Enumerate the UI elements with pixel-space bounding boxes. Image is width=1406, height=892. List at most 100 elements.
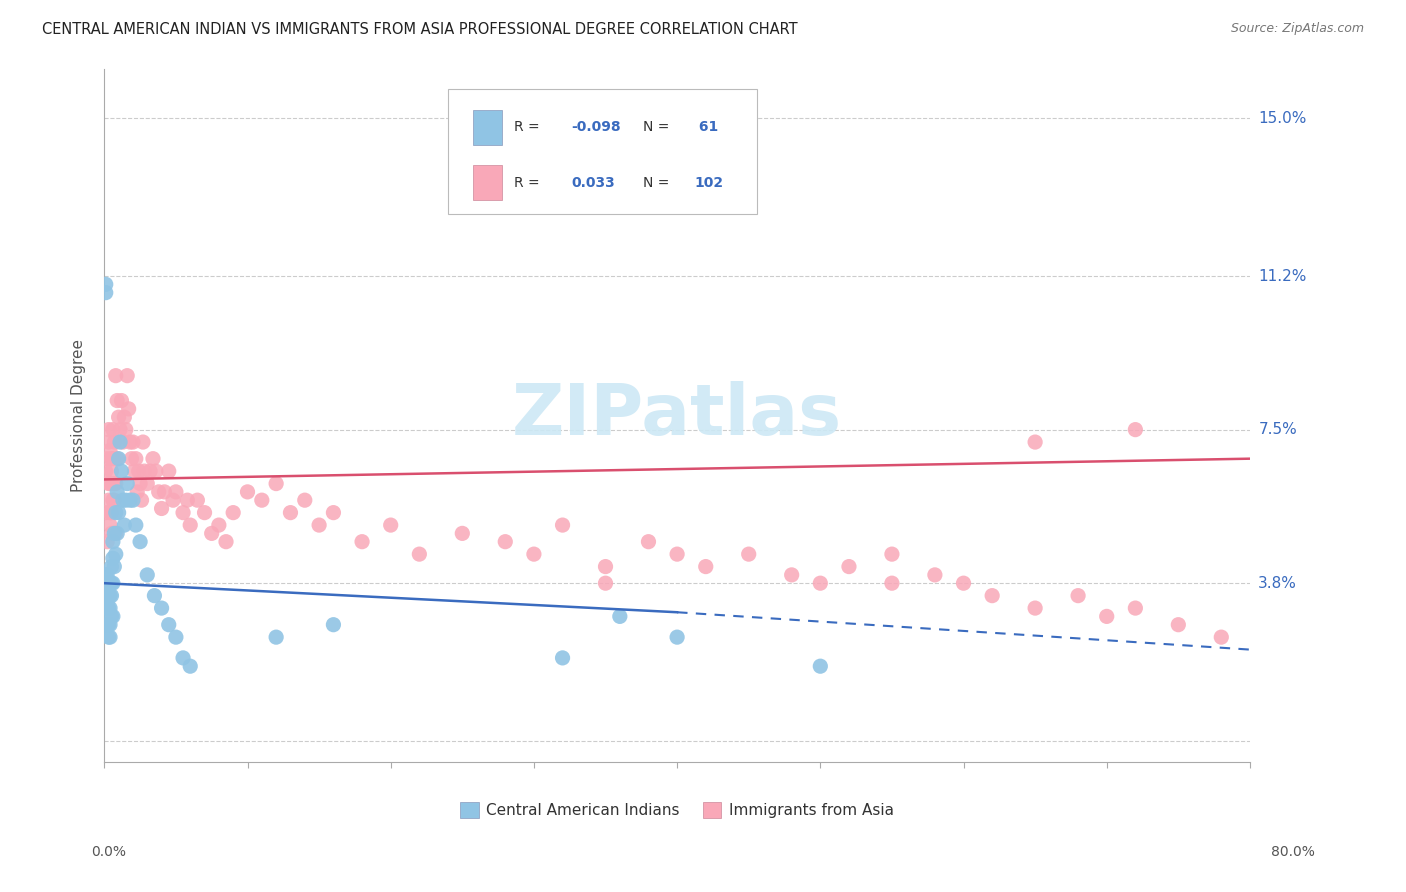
Point bbox=[165, 484, 187, 499]
Text: 0.033: 0.033 bbox=[572, 176, 616, 190]
Point bbox=[101, 493, 124, 508]
Point bbox=[94, 506, 117, 520]
Point bbox=[97, 423, 120, 437]
Point bbox=[176, 493, 198, 508]
Point bbox=[179, 659, 201, 673]
Point bbox=[98, 617, 121, 632]
Point bbox=[264, 630, 287, 644]
Point bbox=[981, 589, 1004, 603]
Point bbox=[103, 493, 125, 508]
Point bbox=[186, 493, 208, 508]
Point bbox=[120, 493, 142, 508]
Point bbox=[134, 464, 156, 478]
Point bbox=[145, 464, 167, 478]
FancyBboxPatch shape bbox=[474, 110, 502, 145]
Point bbox=[94, 277, 117, 292]
Point bbox=[666, 630, 689, 644]
Point bbox=[101, 476, 124, 491]
Point bbox=[148, 484, 170, 499]
Point bbox=[114, 493, 136, 508]
Point bbox=[880, 576, 903, 591]
FancyBboxPatch shape bbox=[449, 89, 758, 214]
Point bbox=[104, 526, 127, 541]
Point bbox=[666, 547, 689, 561]
Point bbox=[108, 423, 131, 437]
Point bbox=[264, 476, 287, 491]
Point bbox=[179, 518, 201, 533]
Point bbox=[121, 451, 143, 466]
Point bbox=[808, 659, 831, 673]
Point bbox=[780, 567, 803, 582]
Text: Source: ZipAtlas.com: Source: ZipAtlas.com bbox=[1230, 22, 1364, 36]
Point bbox=[100, 589, 122, 603]
Point bbox=[97, 617, 120, 632]
Point bbox=[1024, 435, 1046, 450]
Point bbox=[408, 547, 430, 561]
Point bbox=[172, 651, 194, 665]
Point bbox=[125, 518, 148, 533]
Point bbox=[100, 506, 122, 520]
Text: R =: R = bbox=[515, 120, 544, 135]
Point bbox=[122, 435, 145, 450]
Point bbox=[98, 589, 121, 603]
Point bbox=[150, 501, 173, 516]
Point bbox=[100, 451, 122, 466]
Point bbox=[105, 451, 128, 466]
Point bbox=[115, 476, 138, 491]
Point bbox=[101, 534, 124, 549]
Point bbox=[100, 559, 122, 574]
Point bbox=[105, 484, 128, 499]
Point bbox=[103, 435, 125, 450]
Point bbox=[308, 518, 330, 533]
Point bbox=[93, 589, 115, 603]
Point bbox=[129, 476, 152, 491]
Point bbox=[101, 451, 124, 466]
Text: CENTRAL AMERICAN INDIAN VS IMMIGRANTS FROM ASIA PROFESSIONAL DEGREE CORRELATION : CENTRAL AMERICAN INDIAN VS IMMIGRANTS FR… bbox=[42, 22, 797, 37]
Point bbox=[112, 518, 135, 533]
Point bbox=[105, 393, 128, 408]
Text: N =: N = bbox=[643, 120, 673, 135]
Point bbox=[125, 451, 148, 466]
Point bbox=[104, 547, 127, 561]
Point bbox=[94, 567, 117, 582]
Text: -0.098: -0.098 bbox=[572, 120, 621, 135]
Point bbox=[924, 567, 946, 582]
Point bbox=[105, 526, 128, 541]
Point bbox=[104, 506, 127, 520]
Point bbox=[101, 576, 124, 591]
Point bbox=[236, 484, 259, 499]
Text: N =: N = bbox=[643, 176, 673, 190]
Point bbox=[523, 547, 546, 561]
Point bbox=[738, 547, 761, 561]
Point bbox=[695, 559, 717, 574]
Point bbox=[193, 506, 215, 520]
Point bbox=[551, 651, 574, 665]
Point bbox=[131, 493, 153, 508]
Legend: Central American Indians, Immigrants from Asia: Central American Indians, Immigrants fro… bbox=[454, 796, 900, 824]
Point bbox=[143, 589, 166, 603]
Point bbox=[111, 493, 134, 508]
Point bbox=[122, 493, 145, 508]
Point bbox=[352, 534, 374, 549]
Point bbox=[127, 484, 149, 499]
Point bbox=[110, 464, 132, 478]
Point bbox=[128, 464, 150, 478]
Text: 80.0%: 80.0% bbox=[1271, 845, 1315, 859]
Point bbox=[115, 368, 138, 383]
Point bbox=[294, 493, 316, 508]
Point bbox=[157, 464, 180, 478]
Point bbox=[172, 506, 194, 520]
Point bbox=[97, 589, 120, 603]
Point bbox=[112, 410, 135, 425]
Point bbox=[208, 518, 231, 533]
Point bbox=[104, 368, 127, 383]
Point bbox=[96, 584, 118, 599]
Text: 15.0%: 15.0% bbox=[1258, 111, 1306, 126]
Point bbox=[98, 506, 121, 520]
Point bbox=[1167, 617, 1189, 632]
Point bbox=[150, 601, 173, 615]
Point bbox=[162, 493, 184, 508]
Point bbox=[96, 617, 118, 632]
Point bbox=[451, 526, 474, 541]
Point bbox=[107, 451, 129, 466]
